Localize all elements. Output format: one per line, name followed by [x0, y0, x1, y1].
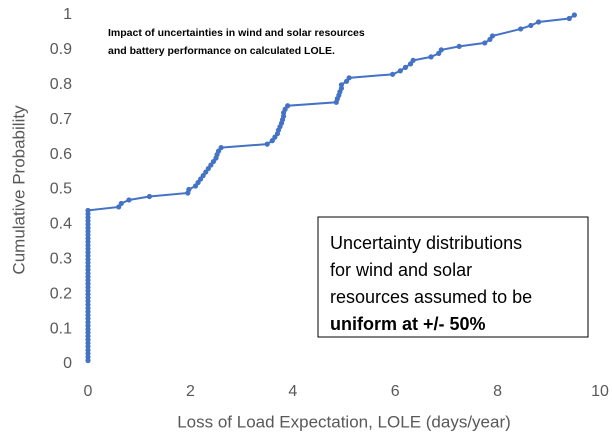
- box-text: for wind and solar: [330, 260, 472, 280]
- y-tick-label: 0: [63, 355, 72, 372]
- data-point: [438, 47, 444, 53]
- data-point: [528, 22, 534, 29]
- y-tick-label: 0.1: [50, 320, 72, 337]
- data-point: [518, 26, 524, 32]
- y-tick-label: 0.9: [50, 41, 72, 58]
- x-tick-label: 4: [288, 383, 297, 400]
- annotation: and battery performance on calculated LO…: [108, 45, 335, 57]
- x-tick-label: 6: [391, 383, 400, 400]
- data-point: [118, 200, 124, 207]
- data-point: [489, 33, 496, 39]
- data-point: [535, 19, 542, 25]
- data-point: [428, 54, 434, 60]
- box-text: resources assumed to be: [330, 287, 532, 307]
- data-point: [285, 103, 291, 109]
- y-tick-label: 0.2: [50, 285, 72, 302]
- data-point: [346, 75, 352, 81]
- data-point: [571, 12, 578, 18]
- data-point: [186, 186, 192, 193]
- y-tick-label: 0.6: [50, 146, 72, 163]
- y-tick-label: 0.5: [50, 181, 72, 198]
- y-tick-label: 0.4: [50, 216, 72, 233]
- data-point: [402, 64, 409, 70]
- y-tick-label: 0.3: [50, 251, 72, 268]
- x-tick-label: 8: [493, 383, 502, 400]
- data-point: [397, 68, 403, 74]
- data-point: [390, 71, 396, 77]
- annotation-box: [317, 216, 589, 338]
- x-tick-label: 0: [84, 383, 93, 400]
- data-point: [566, 15, 572, 22]
- x-tick-label: 2: [186, 383, 195, 400]
- data-point: [85, 207, 91, 214]
- box-text: Uncertainty distributions: [330, 233, 522, 253]
- data-point: [264, 141, 270, 147]
- y-tick-label: 1: [63, 6, 72, 23]
- data-point: [146, 193, 153, 200]
- data-point: [456, 43, 462, 50]
- data-point: [218, 145, 224, 151]
- x-tick-label: 10: [591, 383, 609, 400]
- x-axis-label: Loss of Load Expectation, LOLE (days/yea…: [177, 412, 511, 431]
- y-tick-label: 0.8: [50, 76, 72, 93]
- data-point: [126, 197, 132, 203]
- y-axis-label: Cumulative Probability: [9, 105, 28, 275]
- data-point: [482, 40, 488, 46]
- plot-area: 00.10.20.30.40.50.60.70.80.910 2 4 6 8 10: [50, 6, 609, 400]
- box-text: uniform at +/- 50%: [330, 314, 486, 334]
- y-tick-label: 0.7: [50, 111, 72, 128]
- data-point: [410, 57, 416, 63]
- annotation: Impact of uncertainties in wind and sola…: [108, 27, 365, 39]
- data-point: [338, 82, 345, 88]
